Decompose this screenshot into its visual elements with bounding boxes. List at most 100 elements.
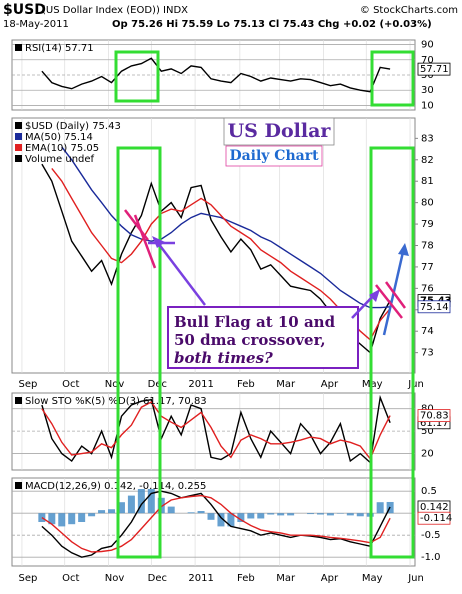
x-tick-label: Mar: [276, 573, 296, 584]
x-tick-label: Sep: [19, 379, 38, 390]
x-tick-label: Jun: [407, 379, 424, 390]
histogram-bar: [68, 513, 76, 525]
histogram-bar: [267, 513, 275, 515]
legend-entry: RSI(14) 57.71: [25, 43, 94, 54]
y-tick-label: 81: [421, 176, 434, 187]
title-box: [223, 117, 335, 146]
x-tick-label: 2011: [188, 379, 213, 390]
legend-entry: EMA(10) 75.05: [25, 143, 99, 154]
x-tick-label: Sep: [19, 573, 38, 584]
legend-swatch: [15, 155, 22, 162]
flag-line: [375, 284, 403, 319]
overlay: US Dollar Daily Chart Bull Flag at 10 an…: [114, 50, 415, 559]
histogram-bar: [376, 502, 384, 514]
annotation-note: Bull Flag at 10 and: [174, 313, 336, 331]
series-line: [41, 57, 391, 93]
flag-line: [384, 281, 407, 309]
date: 18-May-2011: [3, 19, 69, 30]
legend-swatch: [15, 482, 22, 489]
flag-line: [124, 209, 149, 241]
symbol: $USD: [3, 2, 46, 18]
histogram-bar: [98, 510, 106, 514]
histogram-bar: [227, 513, 235, 527]
value-tag-box: [417, 409, 451, 422]
histogram-bar: [88, 513, 96, 517]
arrowhead: [369, 289, 380, 302]
note-box: [167, 306, 359, 369]
annotation-note: 50 dma crossover,: [174, 331, 326, 349]
y-tick-label: 73: [421, 348, 434, 359]
histogram-bar: [257, 513, 265, 519]
arrow: [351, 294, 375, 319]
legend-swatch: [15, 133, 22, 140]
x-tick-label: Dec: [148, 573, 167, 584]
source: © StockCharts.com: [360, 5, 458, 16]
value-tag-box: [417, 511, 451, 525]
legend-entry: $USD (Daily) 75.43: [25, 121, 121, 132]
x-tick-label: May: [362, 573, 383, 584]
flag-line: [133, 214, 157, 269]
histogram-bar: [247, 513, 255, 519]
x-tick-label: Jun: [407, 573, 424, 584]
histogram-bar: [117, 502, 125, 514]
histogram-bar: [356, 513, 364, 517]
legend-entry: Slow STO %K(5) %D(3) 61.17, 70.83: [25, 396, 207, 407]
highlight-box: [116, 146, 162, 559]
histogram-bar: [237, 513, 245, 522]
y-tick-label: 90: [421, 40, 434, 51]
x-tick-label: Apr: [321, 573, 339, 584]
legend-swatch: [15, 397, 22, 404]
value-tag: 57.71: [420, 64, 449, 75]
legend-entry: MA(50) 75.14: [25, 132, 93, 143]
panels: 10 30 50 70 90 57.71 RSI(14) 57.71 Sep Oct Nov Dec…: [11, 39, 452, 584]
x-tick-label: Nov: [105, 379, 125, 390]
histogram-bar: [108, 509, 116, 514]
value-tag: -0.114: [420, 513, 452, 524]
histogram-bar: [137, 489, 145, 514]
highlight-box: [369, 146, 415, 559]
value-tag: 61.17: [420, 418, 449, 429]
y-tick-label: 30: [421, 85, 434, 96]
histogram-bar: [58, 513, 66, 527]
series-line: [41, 394, 391, 464]
x-tick-label: Apr: [321, 379, 339, 390]
y-tick-label: 76: [421, 283, 434, 294]
y-tick-label: 83: [421, 133, 434, 144]
value-tag: 70.83: [420, 411, 449, 422]
y-tick-label: 50: [421, 426, 434, 437]
histogram-bar: [326, 513, 334, 516]
y-tick-label: 78: [421, 241, 434, 252]
highlight-box: [370, 50, 415, 107]
x-tick-label: Oct: [62, 573, 79, 584]
value-tag-box: [417, 300, 451, 314]
series-line: [41, 494, 391, 553]
histogram-bar: [287, 513, 295, 516]
annotation-note: both times?: [174, 349, 273, 367]
plot: [41, 57, 391, 93]
highlight-box: [114, 50, 160, 103]
histogram-bar: [346, 513, 354, 516]
x-tick-label: Oct: [62, 379, 79, 390]
x-tick-label: Feb: [237, 573, 255, 584]
value-tag-box: [417, 62, 451, 76]
y-tick-label: 77: [421, 262, 434, 273]
y-tick-label: 0.5: [421, 486, 437, 497]
series-line: [41, 401, 391, 461]
x-tick-label: Feb: [237, 379, 255, 390]
subtitle-box: [225, 145, 323, 167]
legend-swatch: [15, 44, 22, 51]
histogram-bar: [48, 513, 56, 525]
x-tick-label: Mar: [276, 379, 296, 390]
y-tick-label: 74: [421, 326, 434, 337]
annotation-title: US Dollar: [228, 120, 332, 142]
histogram-bar: [277, 513, 285, 516]
histogram-bar: [207, 513, 215, 520]
quote: Op 75.26 Hi 75.59 Lo 75.13 Cl 75.43 Chg …: [112, 19, 432, 30]
histogram-bar: [187, 512, 195, 514]
histogram-bar: [147, 489, 155, 514]
histogram-bar: [316, 513, 324, 515]
histogram-bar: [78, 513, 86, 522]
histogram-bar: [167, 506, 175, 514]
arrow: [157, 242, 206, 306]
